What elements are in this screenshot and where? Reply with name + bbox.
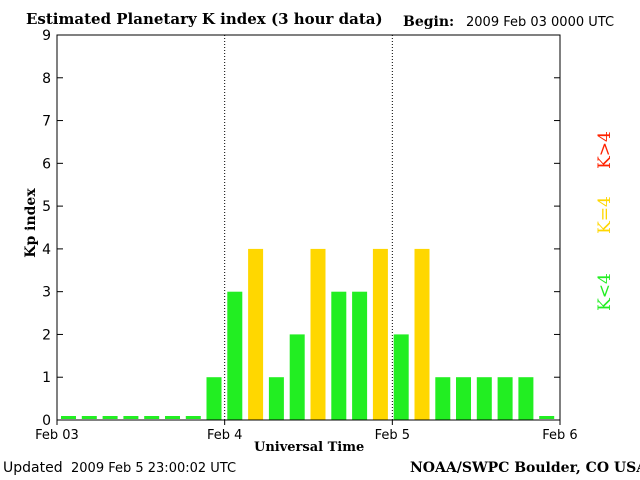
- kp-bar: [518, 377, 534, 420]
- kp-bar: [497, 377, 513, 420]
- y-axis-ticks: [57, 34, 560, 421]
- y-tick-label: 9: [42, 28, 51, 44]
- kp-bar: [206, 377, 222, 420]
- x-tick-label: Feb 4: [207, 428, 242, 443]
- legend-high: K>4: [595, 131, 615, 169]
- kp-bar: [144, 416, 160, 419]
- kp-bar: [476, 377, 492, 420]
- kp-bar: [289, 334, 305, 420]
- y-axis-label: Kp index: [23, 188, 39, 258]
- bars: [61, 248, 555, 420]
- kp-bar: [393, 334, 409, 420]
- updated-label: Updated: [3, 460, 63, 476]
- updated-value: 2009 Feb 5 23:00:02 UTC: [71, 461, 237, 476]
- legend-low: K<4: [595, 273, 615, 311]
- chart-title: Estimated Planetary K index (3 hour data…: [26, 10, 383, 28]
- y-tick-label: 4: [42, 242, 51, 258]
- kp-bar: [248, 248, 264, 420]
- x-tick-label: Feb 5: [375, 428, 410, 443]
- kp-bar: [310, 248, 326, 420]
- kp-bar: [268, 377, 284, 420]
- kp-bar: [123, 416, 139, 419]
- kp-bar: [414, 248, 430, 420]
- begin-value: 2009 Feb 03 0000 UTC: [466, 15, 615, 30]
- y-tick-label: 1: [42, 370, 51, 386]
- plot-frame: [56, 34, 561, 421]
- source-credit: NOAA/SWPC Boulder, CO USA: [410, 460, 640, 476]
- kp-bar: [185, 416, 201, 419]
- kp-bar: [81, 416, 97, 419]
- y-tick-label: 2: [42, 327, 51, 343]
- y-tick-label: 5: [42, 199, 51, 215]
- legend-equal: K=4: [595, 196, 615, 234]
- kp-bar: [102, 416, 118, 419]
- y-tick-label: 3: [42, 285, 51, 301]
- kp-bar: [539, 416, 555, 419]
- kp-bar: [165, 416, 180, 419]
- y-tick-label: 8: [42, 71, 51, 87]
- day-separators: [56, 35, 561, 425]
- x-tick-labels: Feb 03 Feb 4 Feb 5 Feb 6: [35, 428, 578, 443]
- kp-bar: [352, 291, 368, 420]
- kp-bar: [227, 291, 243, 420]
- x-axis-label: Universal Time: [254, 440, 365, 455]
- kp-bar: [331, 291, 347, 420]
- y-tick-labels: 0 1 2 3 4 5 6 7 8 9: [42, 28, 51, 429]
- y-tick-label: 6: [42, 156, 51, 172]
- y-tick-label: 7: [42, 114, 51, 130]
- y-tick-label: 0: [42, 413, 51, 429]
- kp-bar: [456, 377, 471, 420]
- kp-bar: [372, 248, 388, 420]
- x-tick-label: Feb 03: [35, 428, 79, 443]
- kp-bar: [435, 377, 451, 420]
- kp-bar: [61, 416, 76, 419]
- x-tick-label: Feb 6: [542, 428, 577, 443]
- begin-label: Begin:: [403, 14, 455, 30]
